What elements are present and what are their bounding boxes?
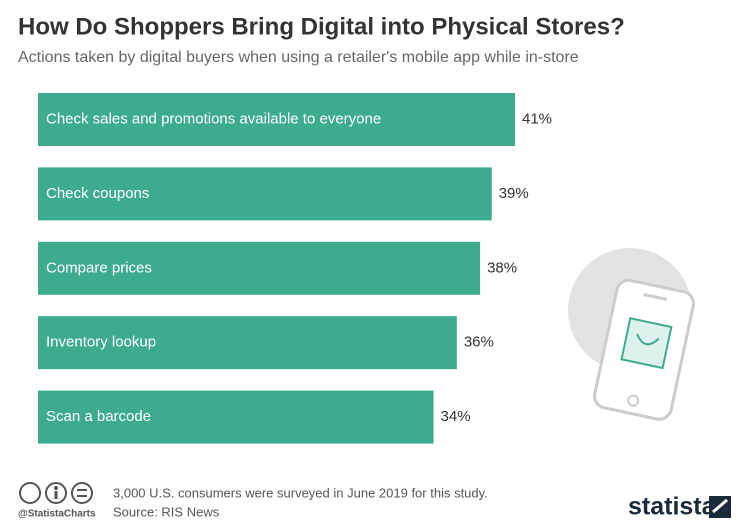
bar	[38, 316, 457, 370]
handle: @StatistaCharts	[18, 509, 96, 520]
phone-button	[627, 394, 640, 407]
bar	[38, 241, 481, 295]
note: 3,000 U.S. consumers were surveyed in Ju…	[113, 485, 488, 500]
brand-icon-mark	[712, 498, 728, 514]
bar-label: Compare prices	[46, 259, 152, 276]
bar-label: Check sales and promotions available to …	[46, 110, 381, 127]
bag-handle	[636, 333, 660, 346]
value-label: 34%	[441, 408, 471, 425]
phone-illustration	[568, 248, 695, 421]
phone-speaker	[643, 293, 668, 301]
cc-icon	[19, 482, 41, 504]
bar	[38, 167, 492, 221]
by-icon	[45, 482, 67, 504]
bar	[38, 93, 515, 146]
source: Source: RIS News	[113, 504, 220, 519]
value-label: 39%	[499, 185, 529, 202]
bar	[38, 390, 434, 444]
phone	[593, 278, 695, 421]
bar-label: Check coupons	[46, 185, 149, 202]
license-icons	[19, 482, 93, 504]
chart-title: How Do Shoppers Bring Digital into Physi…	[18, 13, 625, 40]
value-label: 36%	[464, 334, 494, 351]
bar-label: Scan a barcode	[46, 408, 151, 425]
chart-subtitle: Actions taken by digital buyers when usi…	[18, 49, 579, 66]
bar-label: Inventory lookup	[46, 334, 156, 351]
value-label: 41%	[522, 110, 552, 127]
nd-icon	[71, 482, 93, 504]
value-label: 38%	[487, 259, 517, 276]
brand-logo[interactable]: statista	[628, 493, 717, 521]
by-head	[54, 486, 58, 490]
